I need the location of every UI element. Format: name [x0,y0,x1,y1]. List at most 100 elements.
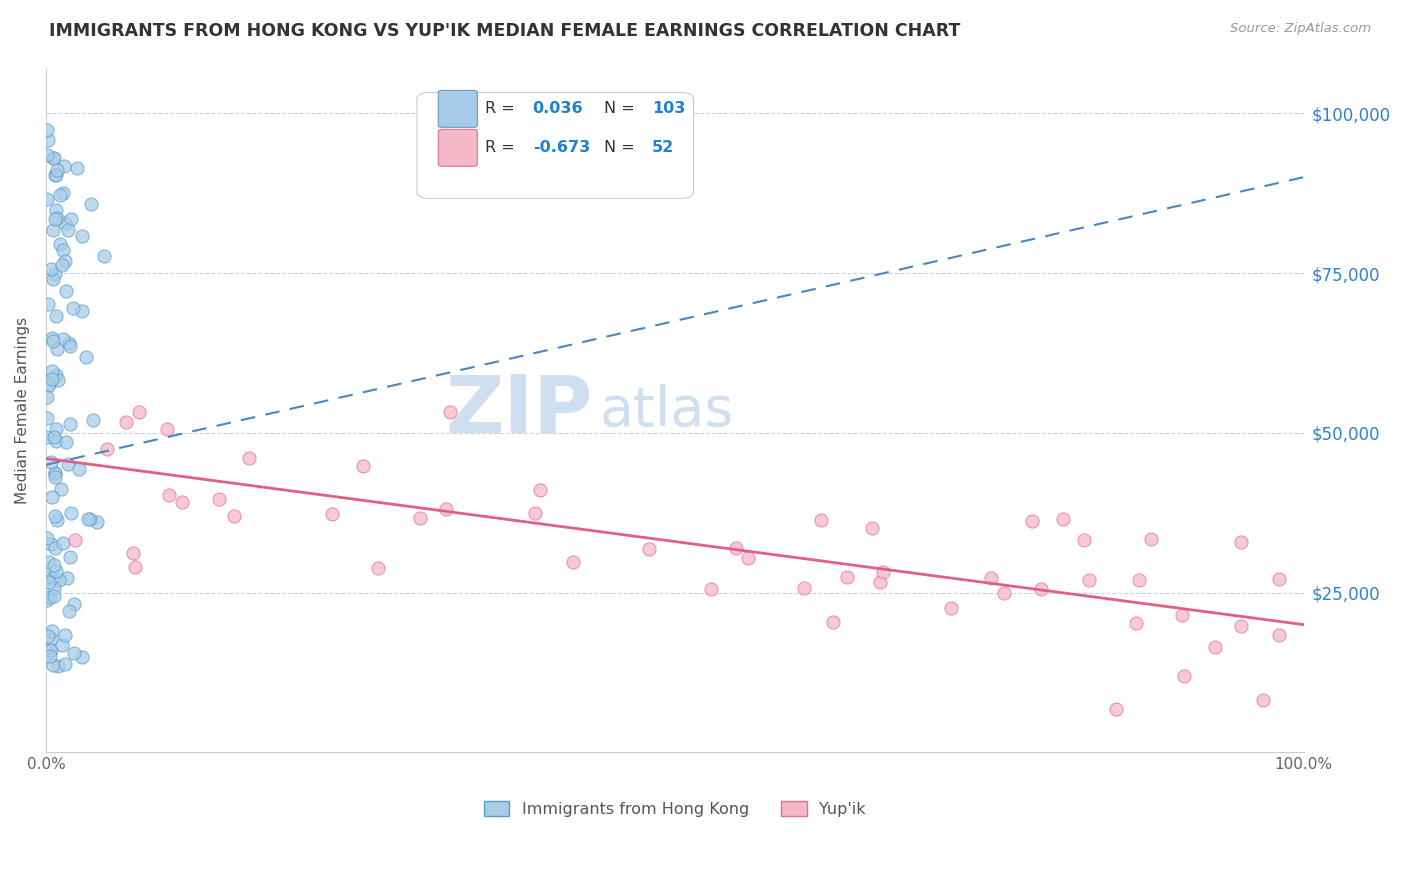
Point [56,570,79,584]
Point [737,551,759,566]
Point [41,223,63,237]
Point [835,570,858,584]
Point [53,657,76,671]
Point [38,377,60,392]
Point [59,550,82,565]
Point [222,509,245,524]
Point [980,571,1002,585]
Point [238,450,260,465]
Point [1021,515,1043,529]
Point [59,417,82,432]
Point [60,506,83,520]
Text: 52: 52 [652,140,675,155]
Point [59,212,82,227]
Point [37,430,59,444]
Point [45,564,67,578]
Point [70,649,93,664]
Point [352,459,374,474]
Text: 0.036: 0.036 [533,102,583,116]
Point [58,604,80,618]
Text: Source: ZipAtlas.com: Source: ZipAtlas.com [1230,22,1371,36]
Point [124,560,146,574]
Point [37,379,59,393]
Point [46,373,69,387]
Point [45,422,67,436]
Point [49,483,72,497]
Point [63,533,86,547]
Text: atlas: atlas [599,384,734,437]
Point [409,511,432,525]
Point [70,229,93,244]
Point [51,258,73,272]
Point [86,515,108,529]
Point [46,211,69,225]
Point [872,565,894,579]
Text: IMMIGRANTS FROM HONG KONG VS YUP'IK MEDIAN FEMALE EARNINGS CORRELATION CHART: IMMIGRANTS FROM HONG KONG VS YUP'IK MEDI… [49,22,960,40]
Point [38,591,60,605]
Point [793,582,815,596]
Point [39,644,62,658]
Point [1230,619,1253,633]
Point [44,469,66,483]
Point [39,454,62,468]
Point [52,159,75,173]
Point [724,541,747,556]
Point [44,466,66,480]
Point [37,570,59,584]
Point [55,284,77,298]
Point [52,332,75,346]
Point [1073,533,1095,547]
Point [860,521,883,535]
Point [44,509,66,524]
Point [810,512,832,526]
Point [62,646,84,660]
Point [637,542,659,557]
Point [66,161,89,175]
Text: N =: N = [605,102,640,116]
Point [41,334,63,349]
Point [1268,627,1291,641]
Point [39,649,62,664]
Point [52,536,75,550]
FancyBboxPatch shape [439,90,477,128]
Point [114,415,136,429]
Point [869,574,891,589]
Point [39,537,62,551]
Point [993,586,1015,600]
Point [37,132,59,146]
Point [41,372,63,386]
Legend: Immigrants from Hong Kong, Yup'ik: Immigrants from Hong Kong, Yup'ik [477,794,872,823]
Point [39,643,62,657]
Point [37,390,59,404]
Y-axis label: Median Female Earnings: Median Female Earnings [15,317,30,504]
Point [46,658,69,673]
Point [48,573,70,587]
Point [1268,572,1291,586]
Point [42,151,65,165]
Point [562,555,585,569]
Point [1173,669,1195,683]
Point [49,237,72,252]
Point [42,657,65,672]
Point [46,342,69,356]
Point [367,560,389,574]
Point [1171,607,1194,622]
Point [62,301,84,315]
Point [41,261,63,276]
Point [58,336,80,351]
Point [39,632,62,647]
Point [524,506,547,520]
Point [41,490,63,504]
Text: ZIP: ZIP [446,371,593,450]
Point [823,615,845,630]
Point [121,546,143,560]
Point [1031,582,1053,596]
Point [46,163,69,178]
Point [529,483,551,497]
Text: -0.673: -0.673 [533,140,591,155]
Point [1125,615,1147,630]
Point [79,512,101,526]
Point [42,581,65,595]
Point [38,575,60,590]
Point [67,461,90,475]
